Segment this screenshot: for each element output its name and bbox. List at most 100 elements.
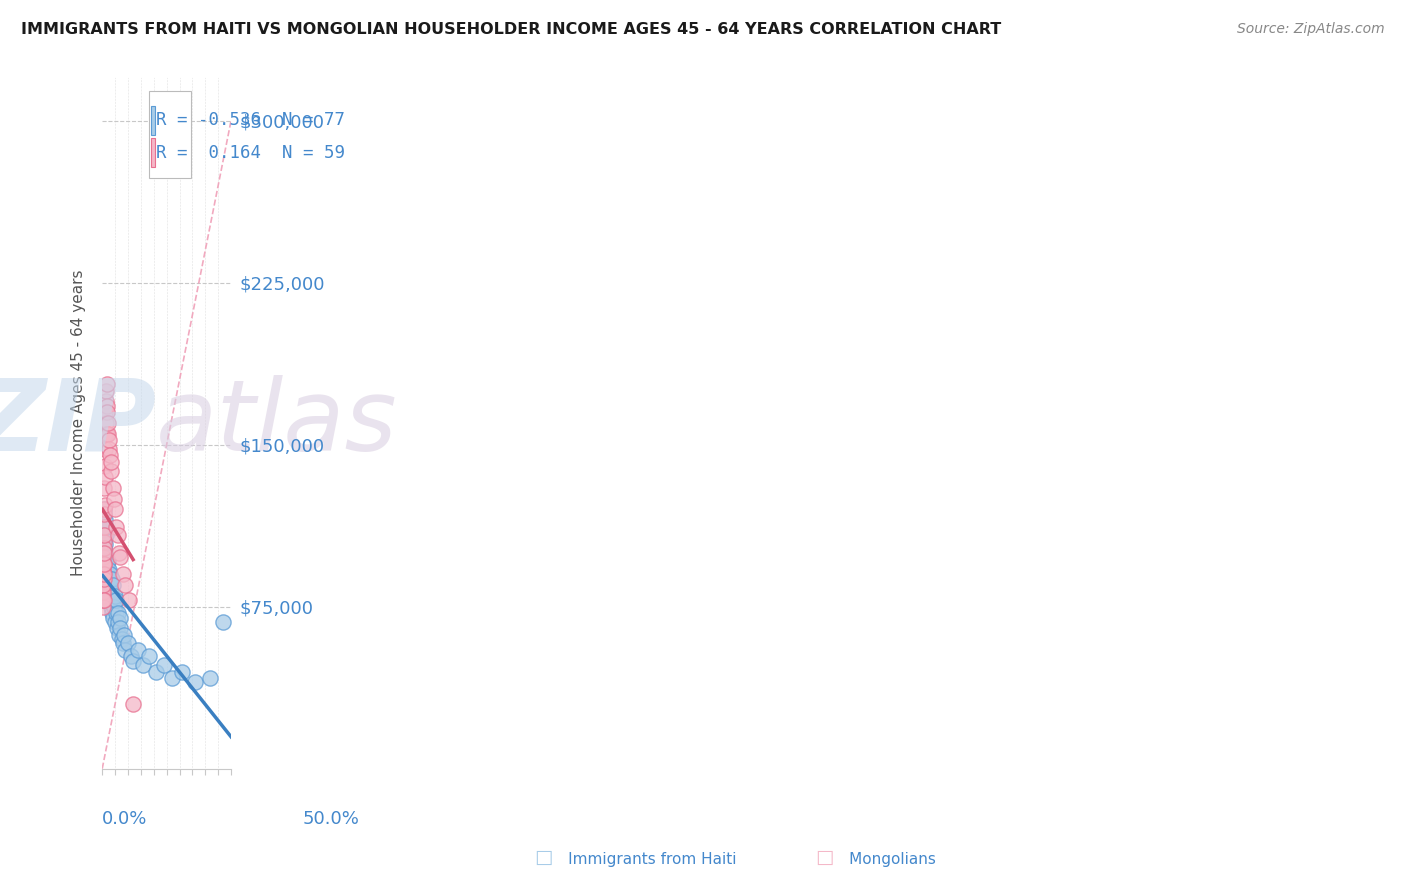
Point — [105, 593, 128, 607]
Text: IMMIGRANTS FROM HAITI VS MONGOLIAN HOUSEHOLDER INCOME AGES 45 - 64 YEARS CORRELA: IMMIGRANTS FROM HAITI VS MONGOLIAN HOUSE… — [21, 22, 1001, 37]
Point — [100, 464, 122, 478]
Text: atlas: atlas — [156, 375, 398, 472]
Point — [93, 561, 115, 575]
Point — [91, 572, 114, 586]
Point — [103, 599, 125, 614]
Point — [94, 442, 117, 456]
Point — [93, 541, 115, 556]
Point — [96, 572, 118, 586]
Point — [120, 649, 142, 664]
Point — [97, 572, 120, 586]
Text: Source: ZipAtlas.com: Source: ZipAtlas.com — [1237, 22, 1385, 37]
Point — [96, 557, 118, 571]
Point — [94, 537, 117, 551]
Point — [101, 481, 124, 495]
Point — [94, 405, 117, 419]
Point — [98, 589, 121, 603]
Point — [160, 671, 183, 685]
Point — [100, 572, 122, 586]
Point — [96, 399, 118, 413]
Point — [153, 658, 176, 673]
Point — [96, 405, 118, 419]
Point — [111, 567, 134, 582]
Point — [103, 589, 125, 603]
Point — [114, 643, 136, 657]
Point — [96, 567, 118, 582]
FancyBboxPatch shape — [149, 91, 191, 178]
Point — [117, 636, 139, 650]
Point — [96, 377, 118, 392]
Point — [91, 589, 114, 603]
Point — [122, 654, 145, 668]
Point — [94, 384, 117, 398]
Point — [98, 449, 121, 463]
Point — [98, 593, 121, 607]
Point — [97, 567, 120, 582]
Point — [122, 697, 145, 711]
Point — [98, 578, 121, 592]
Point — [94, 520, 117, 534]
Point — [111, 636, 134, 650]
Point — [96, 426, 118, 441]
Point — [101, 578, 124, 592]
Bar — [150, 138, 155, 168]
Point — [93, 557, 115, 571]
Point — [91, 520, 114, 534]
Point — [200, 671, 222, 685]
Text: □: □ — [534, 848, 553, 867]
Point — [91, 557, 114, 571]
Point — [93, 554, 115, 568]
Point — [94, 426, 117, 441]
Point — [91, 593, 114, 607]
Point — [93, 578, 115, 592]
Point — [97, 554, 120, 568]
Point — [105, 621, 128, 635]
Bar — [150, 106, 155, 135]
Point — [93, 546, 115, 560]
Text: R = -0.536  N = 77: R = -0.536 N = 77 — [156, 112, 346, 129]
Point — [93, 528, 115, 542]
Point — [91, 563, 114, 577]
Point — [96, 563, 118, 577]
Point — [94, 470, 117, 484]
Point — [94, 563, 117, 577]
Text: 0.0%: 0.0% — [103, 810, 148, 828]
Point — [93, 593, 115, 607]
Point — [101, 593, 124, 607]
Point — [97, 578, 120, 592]
Point — [110, 632, 132, 646]
Point — [93, 549, 115, 564]
Point — [94, 578, 117, 592]
Point — [93, 498, 115, 512]
Point — [94, 572, 117, 586]
Point — [107, 615, 129, 629]
Point — [98, 434, 121, 448]
Point — [93, 572, 115, 586]
Point — [105, 520, 128, 534]
Point — [93, 541, 115, 556]
Point — [97, 442, 120, 456]
Point — [93, 502, 115, 516]
Point — [172, 665, 194, 679]
Point — [97, 584, 120, 599]
Point — [93, 520, 115, 534]
Point — [118, 593, 141, 607]
Point — [114, 578, 136, 592]
Point — [94, 394, 117, 409]
Point — [145, 665, 167, 679]
Point — [104, 606, 127, 620]
Text: R =  0.164  N = 59: R = 0.164 N = 59 — [156, 144, 346, 161]
Point — [212, 615, 235, 629]
Point — [110, 621, 132, 635]
Point — [91, 593, 114, 607]
Point — [91, 572, 114, 586]
Text: ZIP: ZIP — [0, 375, 156, 472]
Text: □: □ — [815, 848, 834, 867]
Point — [127, 643, 149, 657]
Point — [104, 615, 127, 629]
Point — [98, 567, 121, 582]
Point — [108, 628, 131, 642]
Point — [100, 599, 122, 614]
Point — [93, 459, 115, 474]
Point — [100, 584, 122, 599]
